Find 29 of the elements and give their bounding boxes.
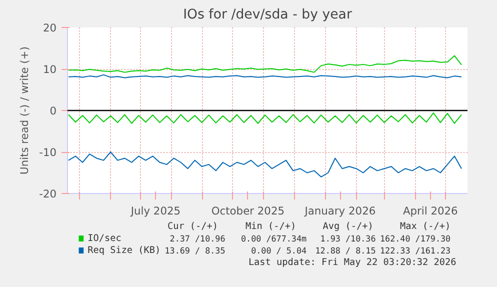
chart-title: IOs for /dev/sda - by year bbox=[183, 8, 352, 22]
line-series bbox=[68, 152, 462, 178]
y-axis-title: Units read (-) / write (+) bbox=[18, 46, 32, 174]
legend-label: Req Size (KB) bbox=[88, 245, 161, 256]
text: 13.69 / 8.35 bbox=[164, 246, 226, 256]
line-series bbox=[68, 55, 462, 73]
x-tick-label: October 2025 bbox=[211, 204, 285, 218]
text: 12.88 / 8.15 bbox=[315, 246, 376, 256]
y-tick-label: -20 bbox=[39, 188, 57, 200]
legend-label: IO/sec bbox=[88, 233, 122, 244]
text: Avg (-/+) bbox=[322, 221, 374, 232]
line-series bbox=[68, 112, 462, 124]
text: Last update: Fri May 22 03:20:32 2026 bbox=[248, 257, 457, 268]
text: 0.00 / 5.04 bbox=[251, 246, 307, 256]
text: Cur (-/+) bbox=[167, 221, 218, 232]
text: 1.93 /10.36 bbox=[320, 234, 376, 244]
x-tick-label: July 2025 bbox=[130, 204, 181, 218]
y-tick-label: -10 bbox=[39, 146, 57, 159]
y-tick-label: 10 bbox=[42, 63, 57, 76]
text: Max (-/+) bbox=[400, 221, 451, 232]
text: 2.37 /10.96 bbox=[170, 234, 226, 244]
y-tick-label: 20 bbox=[42, 22, 57, 34]
y-tick-label: 0 bbox=[50, 104, 57, 118]
x-tick-label: April 2026 bbox=[402, 204, 458, 218]
x-tick-label: January 2026 bbox=[304, 204, 376, 218]
text: Min (-/+) bbox=[246, 221, 296, 232]
text: 122.33 /161.23 bbox=[380, 246, 451, 256]
text: 0.00 /677.34m bbox=[240, 234, 307, 244]
text: 162.40 /179.30 bbox=[380, 234, 451, 244]
